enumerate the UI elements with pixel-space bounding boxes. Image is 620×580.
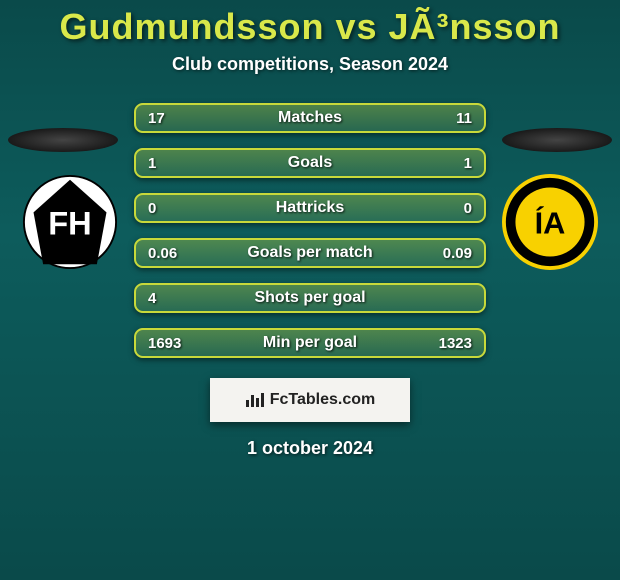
stat-row-goals-per-match: 0.06 Goals per match 0.09 <box>134 238 486 268</box>
right-club-logo: ÍA <box>502 174 598 270</box>
svg-text:ÍA: ÍA <box>535 206 566 241</box>
stat-row-goals: 1 Goals 1 <box>134 148 486 178</box>
stat-right-value: 1 <box>464 155 472 172</box>
svg-text:FH: FH <box>48 204 92 241</box>
stat-label: Hattricks <box>276 199 344 217</box>
fctables-badge[interactable]: FcTables.com <box>210 378 410 422</box>
stat-label: Goals per match <box>247 244 372 262</box>
stat-left-value: 17 <box>148 110 165 127</box>
left-logo-plate <box>8 128 118 152</box>
left-club-logo: FH <box>22 174 118 270</box>
stat-left-value: 1 <box>148 155 156 172</box>
stat-label: Goals <box>288 154 332 172</box>
stat-left-value: 1693 <box>148 335 181 352</box>
stat-row-matches: 17 Matches 11 <box>134 103 486 133</box>
right-logo-plate <box>502 128 612 152</box>
stat-left-value: 4 <box>148 290 156 307</box>
infographic-container: Gudmundsson vs JÃ³nsson Club competition… <box>0 0 620 580</box>
fh-logo-icon: FH <box>22 174 118 270</box>
stat-label: Shots per goal <box>254 289 365 307</box>
stat-right-value: 0.09 <box>443 245 472 262</box>
ia-logo-icon: ÍA <box>502 174 598 270</box>
date-label: 1 october 2024 <box>0 438 620 459</box>
stat-right-value: 1323 <box>439 335 472 352</box>
stat-left-value: 0.06 <box>148 245 177 262</box>
stat-label: Matches <box>278 109 342 127</box>
stat-left-value: 0 <box>148 200 156 217</box>
stat-right-value: 0 <box>464 200 472 217</box>
fctables-text: FcTables.com <box>270 391 376 409</box>
stat-label: Min per goal <box>263 334 357 352</box>
stat-row-min-per-goal: 1693 Min per goal 1323 <box>134 328 486 358</box>
page-title: Gudmundsson vs JÃ³nsson <box>0 6 620 48</box>
stat-row-hattricks: 0 Hattricks 0 <box>134 193 486 223</box>
bar-chart-icon <box>245 392 265 408</box>
stat-row-shots-per-goal: 4 Shots per goal <box>134 283 486 313</box>
subtitle: Club competitions, Season 2024 <box>0 54 620 75</box>
stat-right-value: 11 <box>456 110 472 127</box>
fctables-label: FcTables.com <box>245 391 376 409</box>
